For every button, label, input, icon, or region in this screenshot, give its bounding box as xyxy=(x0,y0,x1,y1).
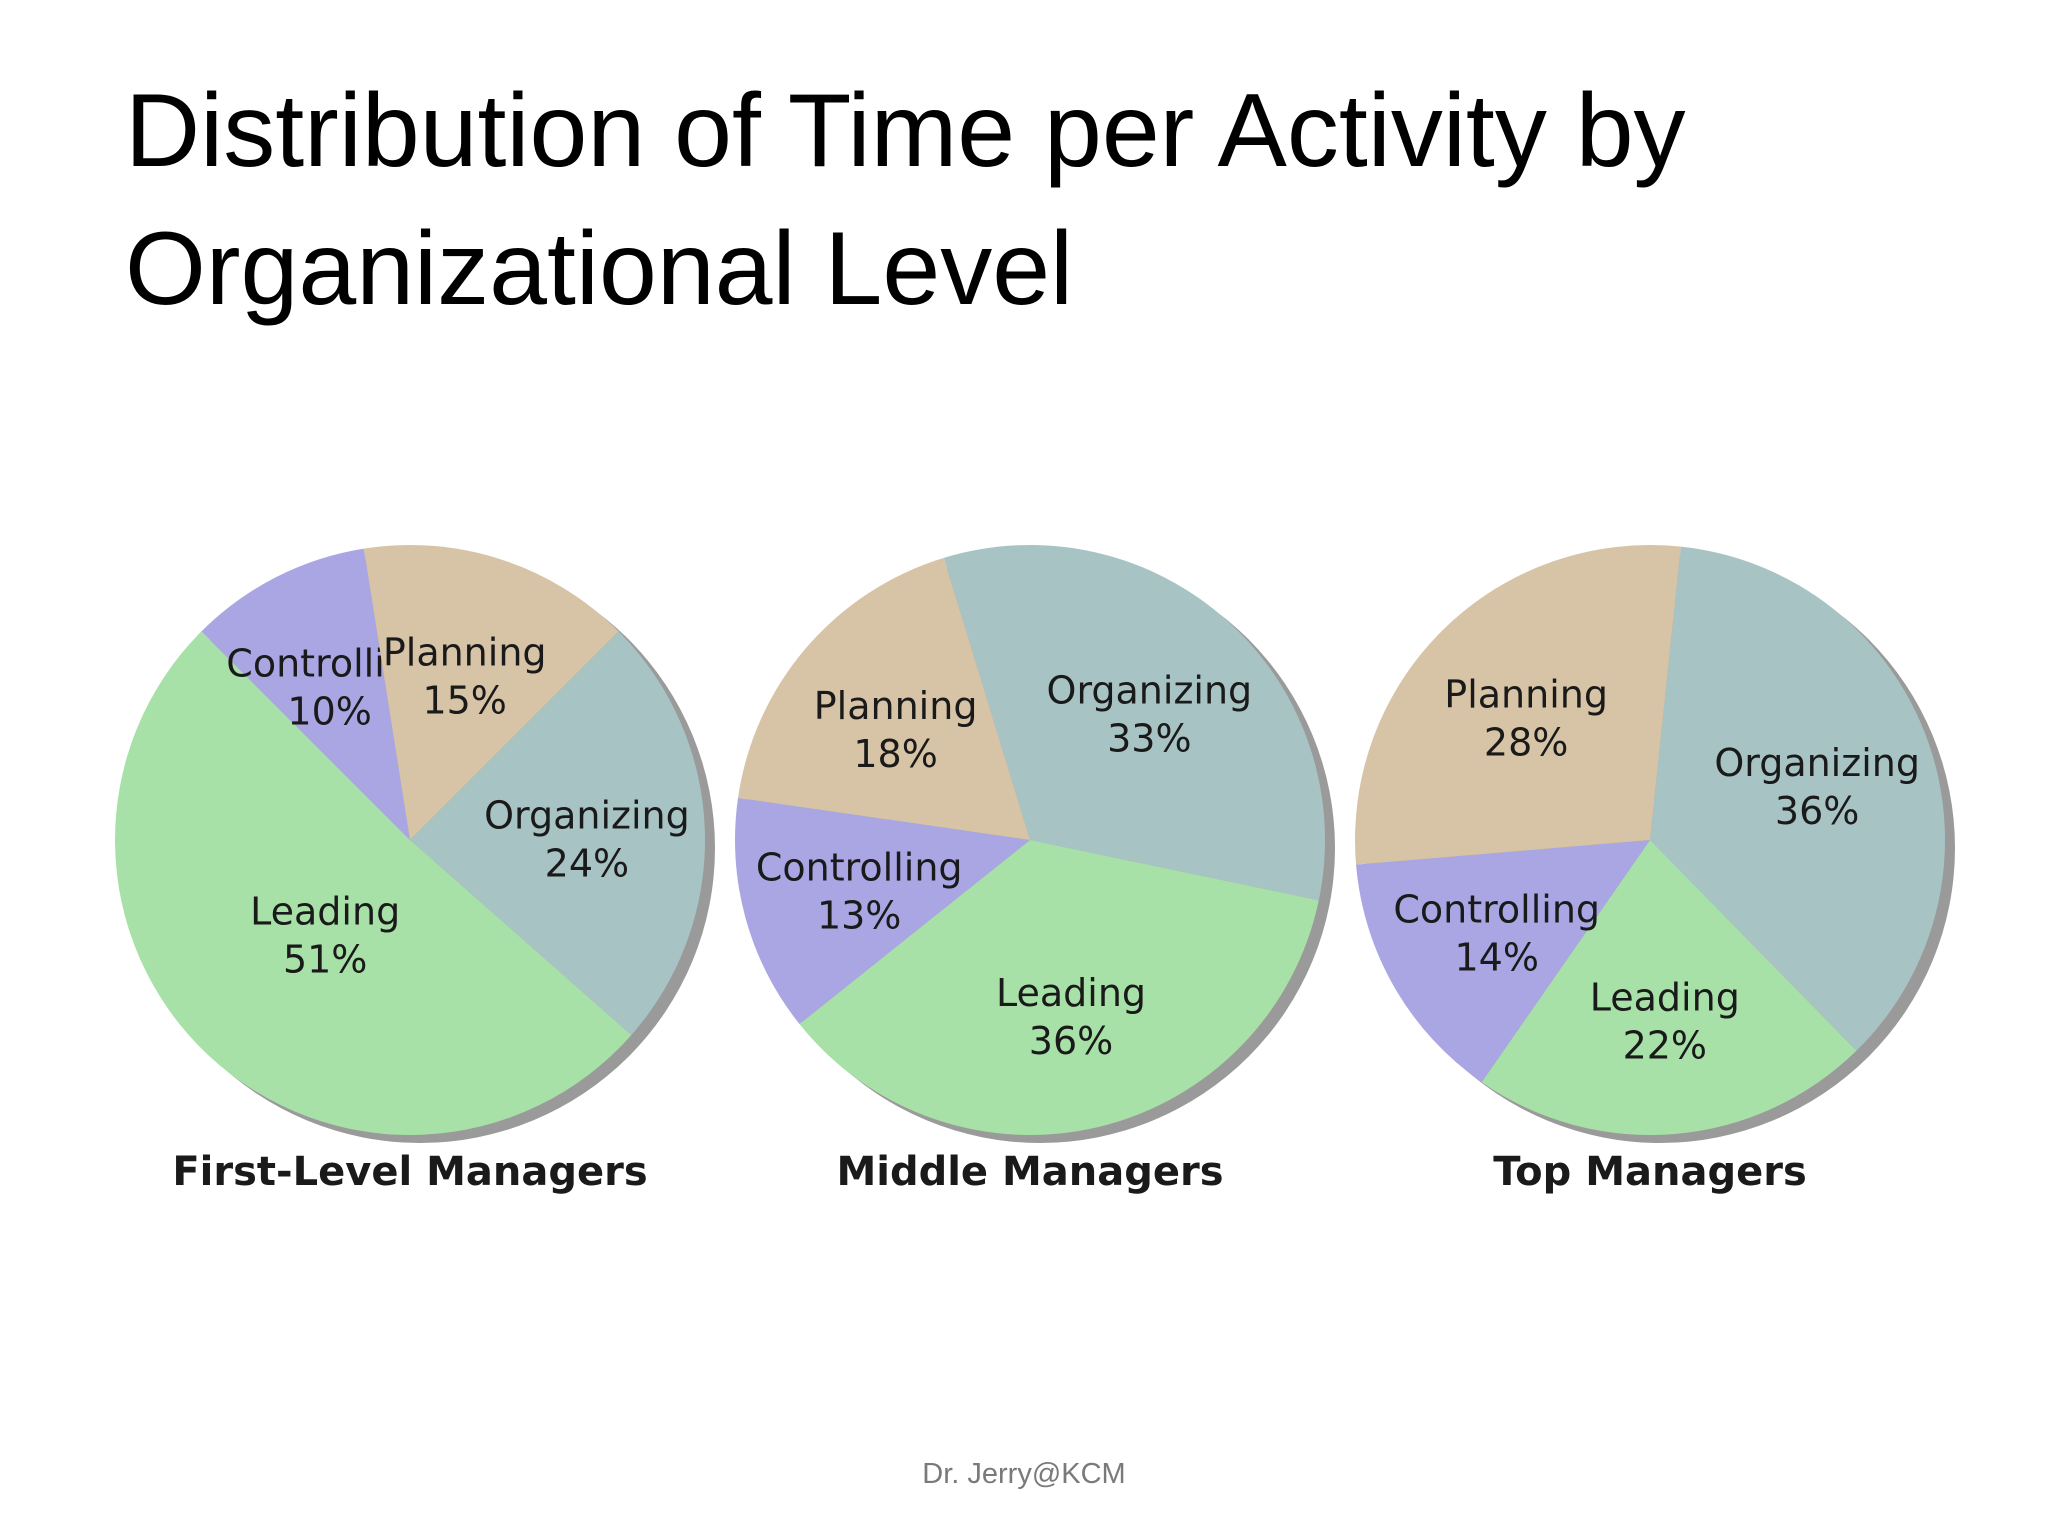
pie-slice-organizing xyxy=(943,545,1325,901)
pie-chart-title: First-Level Managers xyxy=(172,1149,647,1195)
slice-value-label: 14% xyxy=(1454,936,1538,980)
pie-slice-planning xyxy=(738,557,1030,840)
pie-chart-1: Organizing24%Leading51%Controlling10%Pla… xyxy=(115,545,715,1195)
slice-label: Planning xyxy=(814,684,978,728)
slice-value-label: 33% xyxy=(1107,716,1191,760)
slice-label: Leading xyxy=(250,889,400,933)
pie-slice-planning xyxy=(363,545,619,840)
slice-value-label: 28% xyxy=(1484,721,1568,765)
pie-slice-organizing xyxy=(410,631,705,1036)
pie-chart-title: Middle Managers xyxy=(836,1149,1223,1195)
pie-slice-planning xyxy=(1355,545,1681,865)
slice-label: Planning xyxy=(1444,673,1608,717)
slice-value-label: 24% xyxy=(545,841,629,885)
slice-label: Controlling xyxy=(756,845,963,889)
slice-label: Organizing xyxy=(1714,741,1920,785)
slice-value-label: 18% xyxy=(853,732,937,776)
slice-value-label: 13% xyxy=(817,893,901,937)
slice-label: Planning xyxy=(383,631,547,675)
slice-value-label: 10% xyxy=(287,689,371,733)
pie-slice-leading xyxy=(115,631,632,1135)
slide-footer: Dr. Jerry@KCM xyxy=(922,1458,1126,1490)
slice-value-label: 36% xyxy=(1775,789,1859,833)
slice-label: Controlling xyxy=(1393,888,1600,932)
pie-slice-leading xyxy=(1481,840,1857,1135)
slice-value-label: 15% xyxy=(422,679,506,723)
slice-label: Organizing xyxy=(484,793,690,837)
pie-slice-controlling xyxy=(201,548,410,840)
pie-slice-controlling xyxy=(734,797,1030,1025)
pie-chart-title: Top Managers xyxy=(1493,1149,1807,1195)
slice-value-label: 51% xyxy=(283,937,367,981)
slice-value-label: 22% xyxy=(1623,1023,1707,1067)
pie-slice-controlling xyxy=(1356,840,1650,1083)
slice-value-label: 36% xyxy=(1029,1019,1113,1063)
slice-label: Organizing xyxy=(1047,668,1253,712)
pie-slice-organizing xyxy=(1650,546,1945,1051)
pie-slice-leading xyxy=(799,840,1319,1135)
slice-label: Leading xyxy=(996,971,1146,1015)
slice-label: Leading xyxy=(1590,975,1740,1019)
slide-title: Distribution of Time per Activity by Org… xyxy=(125,73,1686,327)
